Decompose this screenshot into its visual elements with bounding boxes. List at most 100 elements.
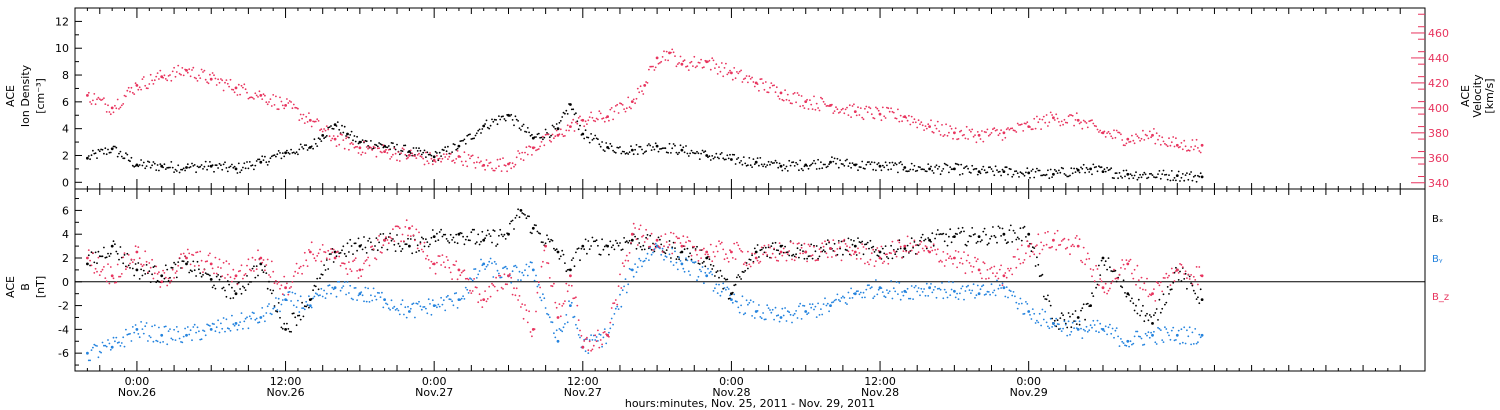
bz-dot [917,251,920,254]
density-dot [716,156,719,159]
bz-dot [539,286,541,289]
bx-dot [1008,229,1011,232]
velocity-dot [390,156,393,158]
bz-dot [623,265,625,268]
bz-dot [397,225,400,228]
bz-dot [441,254,444,256]
by-dot [101,341,104,344]
bz-dot [130,258,133,261]
by-dot [976,284,979,287]
bz-dot [1034,245,1037,248]
bx-dot [1045,298,1048,301]
velocity-dot [975,141,978,144]
by-dot [1192,343,1195,345]
velocity-dot [1082,119,1085,122]
by-dot [715,283,718,286]
bx-dot [601,238,603,241]
bz-dot [198,264,200,267]
bz-dot [100,270,102,273]
bx-dot [610,246,613,249]
velocity-dot [1115,129,1118,132]
density-dot [623,150,625,153]
by-dot [924,294,927,297]
density-dot [288,153,291,155]
by-dot [290,300,292,302]
velocity-dot [1088,120,1091,123]
bz-dot [555,306,558,309]
bz-dot [847,250,850,253]
velocity-dot [667,59,669,62]
bottom-y-tick-label: -2 [58,300,69,313]
bx-dot [603,245,606,248]
by-dot [1140,337,1143,340]
bz-dot [1142,288,1144,291]
by-dot [92,346,94,349]
velocity-dot [1081,127,1084,130]
density-dot [273,154,276,157]
by-dot [1011,294,1014,297]
density-dot [295,151,298,154]
bx-dot [747,267,749,270]
bx-dot [288,330,291,333]
bz-dot [475,286,478,289]
bz-dot [752,262,755,264]
bx-dot [758,256,760,258]
by-dot [1041,308,1044,311]
bz-dot [1078,238,1081,241]
velocity-dot [341,134,343,136]
by-dot [1146,334,1148,337]
bx-point [86,262,89,266]
density-dot [509,115,511,117]
velocity-dot [254,92,257,95]
density-dot [148,161,151,164]
velocity-dot [258,90,261,93]
bx-dot [1099,274,1102,276]
velocity-dot [1111,137,1114,140]
by-dot [696,279,698,282]
density-point [1027,171,1031,175]
bx-dot [360,244,363,246]
velocity-dot [294,106,297,109]
by-dot [916,290,919,293]
bz-dot [707,253,709,256]
density-dot [1191,179,1194,182]
by-dot [336,280,339,283]
bz-dot [273,282,276,285]
by-dot [292,304,295,307]
top-y-tick-label: 2 [62,149,69,162]
by-dot [901,291,903,293]
bx-dot [1059,317,1062,319]
bz-dot [242,277,244,280]
density-dot [1044,174,1047,177]
velocity-dot [93,93,96,95]
bz-dot [813,245,815,248]
bz-dot [657,245,660,248]
density-dot [820,161,822,164]
density-dot [851,162,854,165]
by-dot [1007,296,1009,299]
density-dot [261,155,264,158]
bx-dot [151,273,154,276]
density-dot [957,163,960,166]
velocity-dot [242,86,244,89]
bz-dot [87,249,90,252]
density-dot [897,171,899,174]
velocity-dot [288,100,291,102]
velocity-dot [379,150,382,153]
bz-dot [547,262,550,265]
bz-point [333,256,337,260]
by-dot [565,314,568,316]
by-dot [906,287,909,290]
velocity-dot [605,116,608,119]
bx-dot [489,235,492,238]
bz-dot [701,249,704,251]
by-dot [965,285,968,288]
by-dot [163,325,166,328]
by-dot [301,307,303,309]
bz-dot [158,271,160,274]
velocity-dot [90,103,93,105]
by-dot [489,257,492,260]
bottom-ylabel-line1: ACE [4,276,17,298]
by-dot [188,333,191,336]
bx-dot [886,256,888,258]
